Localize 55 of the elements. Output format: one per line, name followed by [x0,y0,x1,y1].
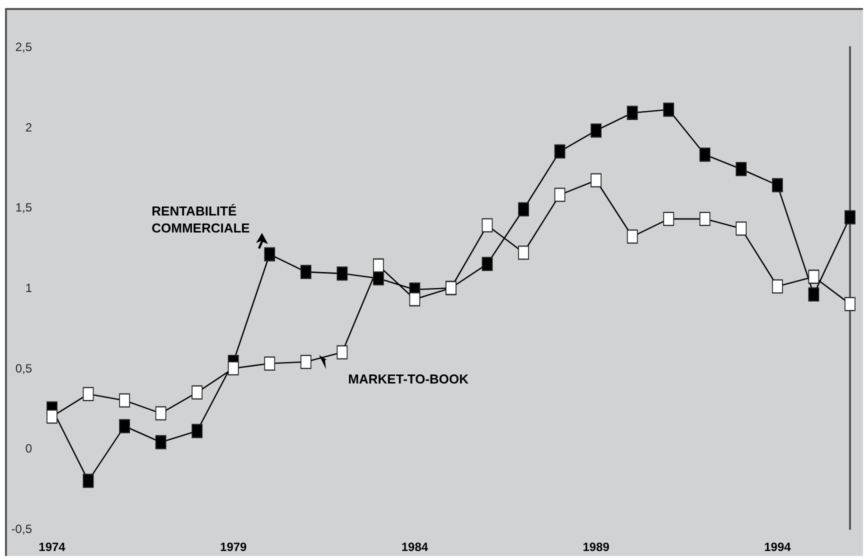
point [808,287,820,302]
x-tick-label: 1989 [582,540,610,554]
point [155,435,166,450]
point [372,271,384,286]
y-tick-label: 1,5 [15,200,32,215]
point [82,474,94,488]
point [46,410,58,424]
series-label: RENTABILITÉ COMMERCIALE [152,203,250,236]
point [336,266,348,281]
x-tick-label: 1984 [401,540,428,554]
point [155,406,166,420]
point [482,218,493,232]
x-tick-label: 1974 [38,540,66,554]
point [554,188,566,202]
x-tick-label: 1979 [220,540,248,554]
point [663,102,674,117]
point [699,212,710,226]
point [228,361,239,376]
point [518,246,530,260]
y-tick-label: -0,5 [11,522,32,536]
point [844,210,856,224]
point [844,297,856,312]
series-label: MARKET-TO-BOOK [348,371,470,386]
point [82,387,94,402]
point [192,385,203,400]
point [336,345,348,360]
point [300,354,312,369]
y-tick-label: 2,5 [15,40,32,54]
y-tick-label: 2 [25,120,32,134]
point [192,424,203,438]
point [808,270,820,284]
point [590,173,602,188]
point [663,212,674,226]
point [119,393,130,408]
point [518,202,530,216]
point [119,419,130,434]
point [772,178,783,192]
point [736,162,747,176]
y-tick-label: 0,5 [15,361,32,376]
y-tick-label: 1 [25,281,32,295]
point [590,124,602,138]
point [372,258,384,273]
point [482,256,493,271]
point [300,264,312,279]
point [264,356,276,371]
point [264,247,276,262]
point [626,106,638,120]
point [409,292,420,306]
point [699,148,710,162]
point [554,144,566,158]
point [772,279,783,294]
point [626,230,638,244]
x-tick-label: 1994 [764,540,792,554]
y-tick-label: 0 [25,442,32,456]
point [736,222,747,236]
